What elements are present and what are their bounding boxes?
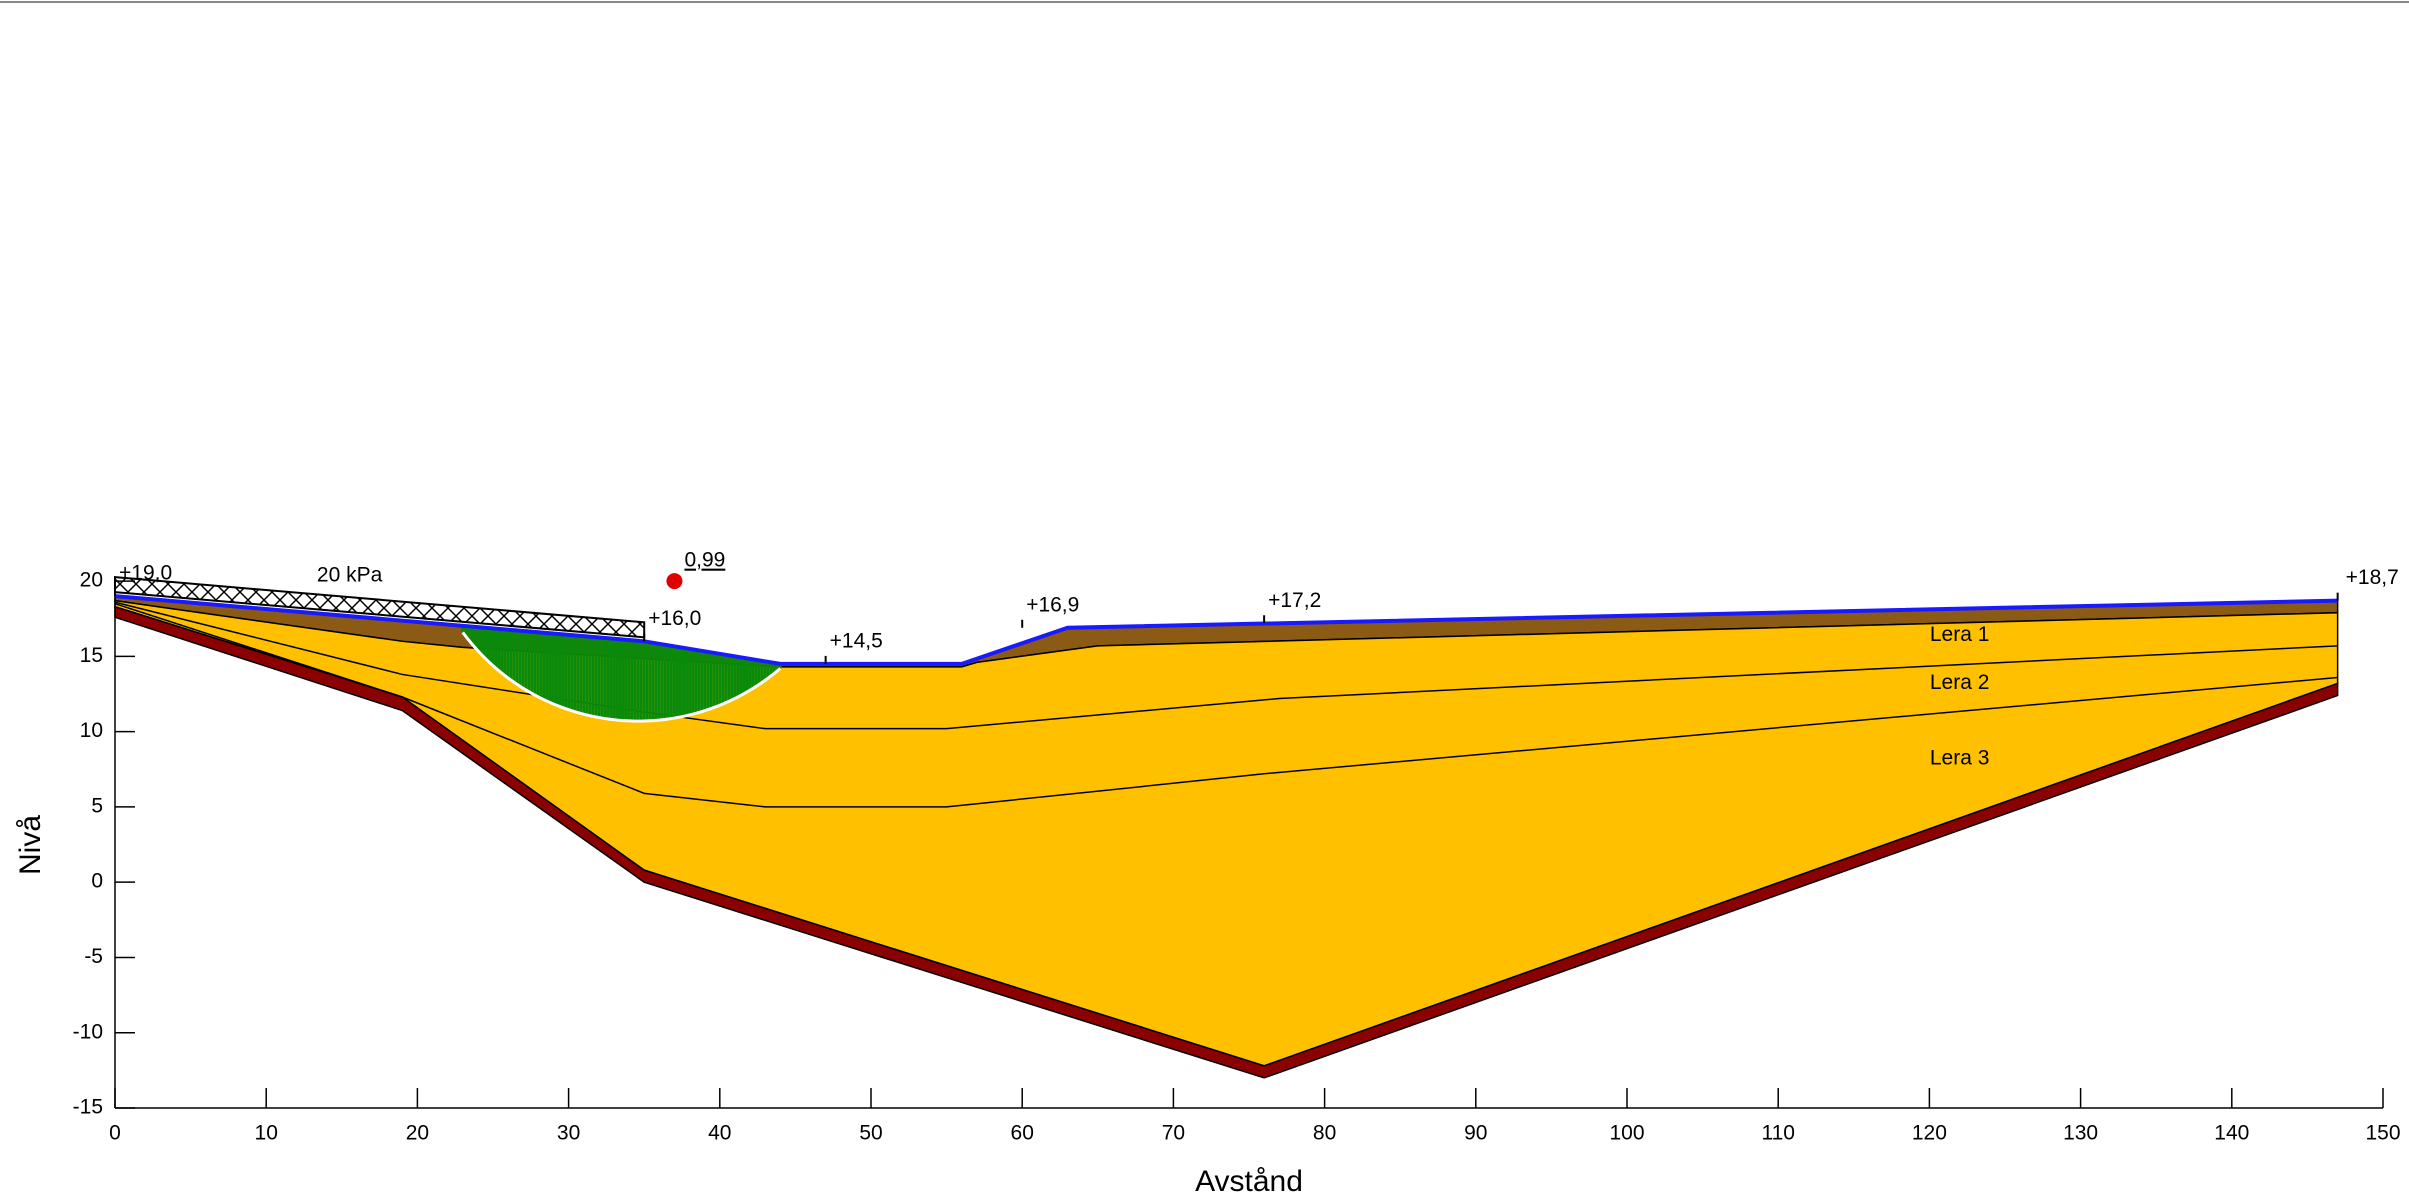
x-tick-label: 120	[1912, 1122, 1947, 1145]
fos-label: 0,99	[684, 549, 725, 572]
x-tick-label: 130	[2063, 1122, 2098, 1145]
x-tick-label: 70	[1162, 1122, 1185, 1145]
x-tick-label: 110	[1761, 1122, 1794, 1145]
layer-label: Lera 3	[1930, 746, 1990, 769]
level-label: +18,7	[2346, 566, 2399, 589]
x-tick-label: 30	[557, 1122, 580, 1145]
soil-layer	[115, 601, 2338, 1066]
y-tick-label: -15	[73, 1096, 103, 1119]
chart: Avstånd Nivå 20 kPa+19,0+16,0+14,5+16,9+…	[0, 0, 2409, 1203]
fos-point	[666, 573, 682, 589]
load-label: 20 kPa	[317, 563, 383, 586]
y-tick-label: -5	[84, 945, 103, 968]
x-tick-label: 150	[2365, 1122, 2400, 1145]
x-tick-label: 50	[859, 1122, 882, 1145]
level-label: +16,0	[648, 607, 701, 630]
x-tick-label: 10	[255, 1122, 278, 1145]
x-tick-label: 100	[1609, 1122, 1644, 1145]
y-axis-label: Nivå	[14, 815, 47, 875]
y-tick-label: 15	[80, 644, 103, 667]
x-tick-label: 40	[708, 1122, 731, 1145]
y-tick-label: 5	[91, 794, 103, 817]
layer-label: Lera 2	[1930, 671, 1990, 694]
y-tick-label: 10	[80, 719, 103, 742]
x-tick-label: 80	[1313, 1122, 1336, 1145]
layer-label: Lera 1	[1930, 623, 1990, 646]
x-tick-label: 60	[1011, 1122, 1034, 1145]
x-tick-label: 0	[109, 1122, 121, 1145]
y-tick-label: 20	[80, 569, 103, 592]
x-tick-label: 140	[2214, 1122, 2249, 1145]
level-label: +16,9	[1026, 593, 1079, 616]
x-axis-label: Avstånd	[1195, 1165, 1303, 1198]
x-tick-label: 20	[406, 1122, 429, 1145]
level-label: +17,2	[1268, 589, 1321, 612]
y-tick-label: -10	[73, 1020, 103, 1043]
x-tick-label: 90	[1464, 1122, 1487, 1145]
level-label: +14,5	[830, 629, 883, 652]
y-tick-label: 0	[91, 870, 103, 893]
